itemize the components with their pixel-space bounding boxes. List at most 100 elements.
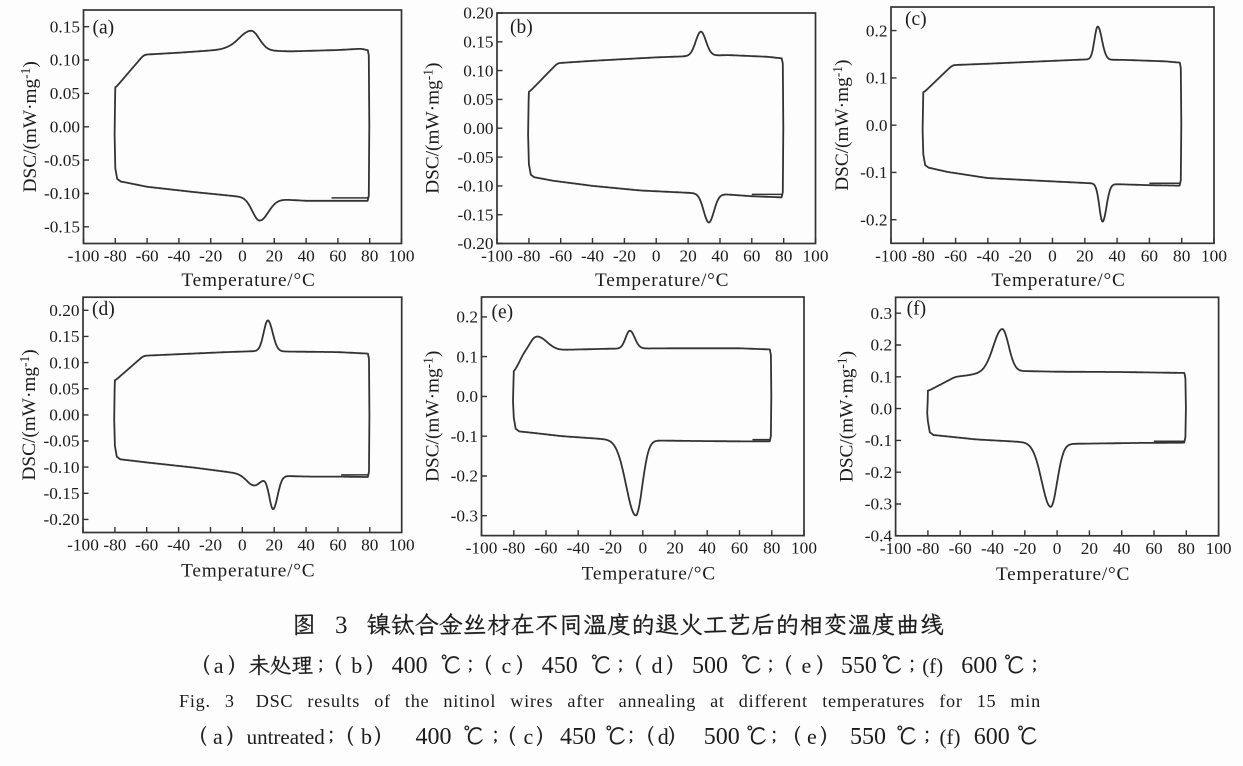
svg-text:550: 550 — [841, 653, 877, 679]
svg-text:DSC/(mW·mg-1): DSC/(mW·mg-1) — [830, 60, 853, 191]
svg-text:100: 100 — [803, 247, 829, 266]
svg-text:60: 60 — [329, 536, 346, 555]
svg-text:400: 400 — [416, 724, 452, 750]
svg-text:60: 60 — [1141, 246, 1158, 265]
svg-text:-0.1: -0.1 — [865, 431, 892, 450]
svg-text:0.05: 0.05 — [463, 90, 493, 109]
svg-text:annealing: annealing — [619, 691, 696, 711]
svg-text:nitinol: nitinol — [443, 691, 496, 711]
svg-text:c: c — [502, 653, 512, 678]
svg-text:0.1: 0.1 — [870, 368, 892, 387]
svg-text:0.2: 0.2 — [870, 336, 892, 355]
svg-text:-80: -80 — [912, 246, 935, 265]
svg-text:80: 80 — [775, 247, 792, 266]
svg-text:-100: -100 — [466, 539, 498, 558]
svg-text:-0.2: -0.2 — [865, 463, 892, 482]
svg-text:-40: -40 — [167, 536, 190, 555]
svg-text:0.20: 0.20 — [463, 4, 493, 23]
svg-text:Temperature/°C: Temperature/°C — [996, 564, 1130, 585]
svg-text:-100: -100 — [875, 246, 907, 265]
svg-text:e: e — [807, 724, 817, 749]
svg-text:-80: -80 — [502, 539, 525, 558]
svg-text:0.10: 0.10 — [49, 353, 79, 372]
svg-text:0.05: 0.05 — [49, 379, 79, 398]
svg-text:0.05: 0.05 — [50, 84, 80, 103]
svg-text:Fig.: Fig. — [179, 691, 211, 711]
svg-text:-60: -60 — [534, 539, 557, 558]
svg-text:15: 15 — [977, 691, 997, 711]
svg-text:0.10: 0.10 — [463, 61, 493, 80]
svg-text:40: 40 — [297, 536, 314, 555]
svg-text:d: d — [658, 724, 669, 749]
svg-text:550: 550 — [850, 724, 886, 750]
svg-text:0.1: 0.1 — [456, 347, 478, 366]
svg-text:DSC/(mW·mg-1): DSC/(mW·mg-1) — [17, 349, 40, 480]
svg-text:-0.3: -0.3 — [451, 506, 478, 525]
svg-text:-0.15: -0.15 — [44, 218, 80, 237]
svg-text:(c): (c) — [905, 9, 927, 30]
svg-text:-0.1: -0.1 — [451, 427, 478, 446]
svg-text:500: 500 — [704, 724, 740, 750]
svg-text:-0.2: -0.2 — [860, 210, 887, 229]
svg-text:40: 40 — [711, 247, 728, 266]
svg-text:different: different — [739, 691, 808, 711]
svg-text:-100: -100 — [880, 539, 912, 558]
svg-text:(d): (d) — [92, 299, 115, 320]
svg-text:Temperature/°C: Temperature/°C — [595, 270, 729, 291]
svg-text:-100: -100 — [68, 247, 100, 266]
svg-text:-40: -40 — [581, 247, 604, 266]
svg-text:Temperature/°C: Temperature/°C — [181, 561, 315, 582]
svg-text:-60: -60 — [944, 246, 967, 265]
svg-text:-60: -60 — [135, 536, 158, 555]
svg-text:-60: -60 — [136, 247, 159, 266]
svg-text:40: 40 — [297, 247, 314, 266]
svg-text:-20: -20 — [599, 539, 622, 558]
svg-text:0.00: 0.00 — [49, 406, 79, 425]
svg-text:-20: -20 — [1013, 539, 1036, 558]
svg-text:-40: -40 — [981, 539, 1004, 558]
svg-text:600: 600 — [961, 653, 997, 679]
svg-text:b: b — [361, 724, 372, 749]
svg-text:400: 400 — [392, 653, 428, 679]
svg-text:results: results — [307, 691, 360, 711]
svg-text:-80: -80 — [517, 247, 540, 266]
svg-text:20: 20 — [1076, 246, 1093, 265]
svg-text:wires: wires — [510, 691, 553, 711]
svg-text:d: d — [652, 653, 663, 678]
svg-text:0.15: 0.15 — [49, 327, 79, 346]
svg-text:-0.05: -0.05 — [44, 432, 80, 451]
svg-text:(b): (b) — [510, 17, 533, 38]
svg-text:-0.4: -0.4 — [865, 527, 893, 546]
svg-text:-0.2: -0.2 — [451, 467, 478, 486]
svg-text:40: 40 — [1108, 246, 1125, 265]
svg-text:e: e — [802, 653, 812, 678]
svg-text:a: a — [214, 653, 224, 678]
svg-text:-0.05: -0.05 — [44, 151, 80, 170]
svg-text:0.00: 0.00 — [50, 117, 80, 136]
svg-text:Temperature/°C: Temperature/°C — [582, 564, 716, 585]
svg-text:60: 60 — [329, 247, 346, 266]
svg-text:(f): (f) — [922, 654, 943, 678]
svg-text:20: 20 — [1081, 539, 1098, 558]
svg-text:0: 0 — [638, 539, 647, 558]
svg-text:0.2: 0.2 — [456, 308, 478, 327]
svg-text:-20: -20 — [199, 536, 222, 555]
svg-text:0: 0 — [652, 247, 661, 266]
svg-text:-40: -40 — [567, 539, 590, 558]
svg-text:60: 60 — [731, 539, 748, 558]
svg-text:40: 40 — [699, 539, 716, 558]
svg-text:Temperature/°C: Temperature/°C — [181, 270, 315, 291]
svg-text:-20: -20 — [1009, 246, 1032, 265]
svg-text:450: 450 — [542, 653, 578, 679]
svg-text:-0.10: -0.10 — [44, 458, 80, 477]
svg-text:-0.05: -0.05 — [458, 148, 494, 167]
svg-text:of: of — [374, 691, 391, 711]
svg-text:a: a — [213, 724, 223, 749]
svg-text:500: 500 — [692, 653, 728, 679]
svg-text:60: 60 — [1145, 539, 1162, 558]
svg-text:for: for — [939, 691, 962, 711]
svg-text:-0.3: -0.3 — [865, 495, 892, 514]
svg-text:-60: -60 — [949, 539, 972, 558]
svg-text:DSC/(mW·mg-1): DSC/(mW·mg-1) — [421, 351, 444, 482]
svg-text:-0.10: -0.10 — [458, 177, 494, 196]
